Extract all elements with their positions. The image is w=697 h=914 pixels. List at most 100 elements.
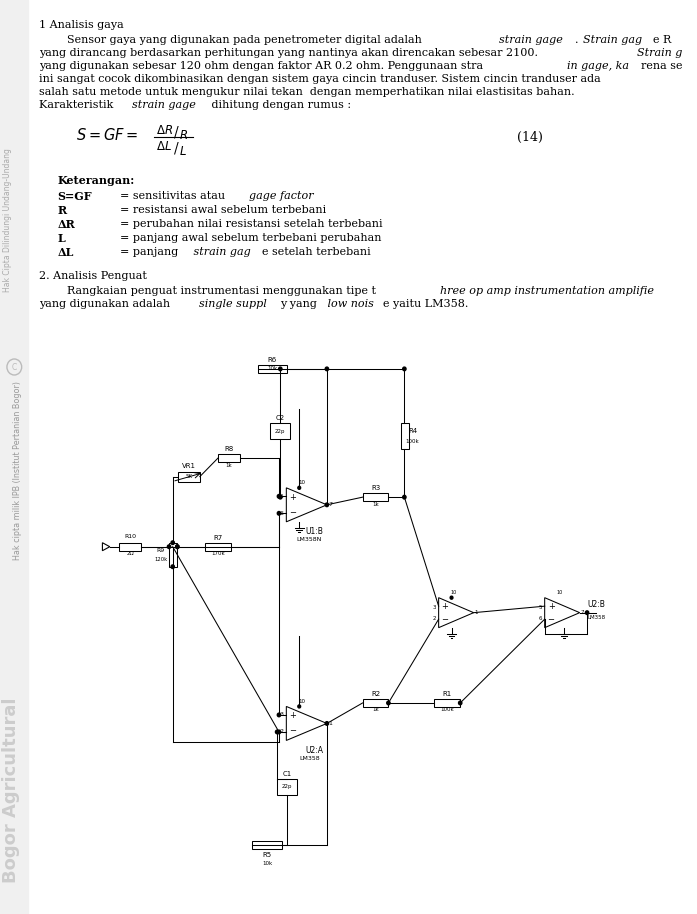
Text: +: + xyxy=(289,493,296,502)
Circle shape xyxy=(167,545,171,548)
Text: strain gage: strain gage xyxy=(132,100,196,110)
Text: 6: 6 xyxy=(538,616,542,621)
Text: U1:B: U1:B xyxy=(305,527,323,537)
Bar xyxy=(178,472,200,482)
Text: 10k: 10k xyxy=(262,861,272,866)
Text: $\Delta R$: $\Delta R$ xyxy=(156,124,174,137)
Text: $L$: $L$ xyxy=(179,145,187,158)
Text: e setelah terbebani: e setelah terbebani xyxy=(262,247,371,257)
Text: Sensor gaya yang digunakan pada penetrometer digital adalah: Sensor gaya yang digunakan pada penetrom… xyxy=(39,35,426,45)
Bar xyxy=(218,454,240,462)
Circle shape xyxy=(450,596,453,600)
Text: .: . xyxy=(574,35,581,45)
Polygon shape xyxy=(286,707,327,740)
Circle shape xyxy=(277,713,281,717)
Circle shape xyxy=(585,611,589,614)
Text: 10k: 10k xyxy=(267,367,277,371)
Text: yang dirancang berdasarkan perhitungan yang nantinya akan direncakan sebesar 210: yang dirancang berdasarkan perhitungan y… xyxy=(39,48,542,58)
Text: 5: 5 xyxy=(538,605,542,610)
Text: −: − xyxy=(289,727,296,736)
Text: 2. Analisis Penguat: 2. Analisis Penguat xyxy=(39,271,147,281)
Text: 10: 10 xyxy=(298,481,305,485)
Text: C2: C2 xyxy=(276,415,285,421)
Polygon shape xyxy=(438,598,474,628)
Text: = panjang: = panjang xyxy=(121,247,178,257)
Text: $R$: $R$ xyxy=(179,129,188,142)
Text: /: / xyxy=(174,126,178,140)
Text: 6: 6 xyxy=(279,511,284,515)
Text: R3: R3 xyxy=(371,485,380,491)
Text: R10: R10 xyxy=(124,534,136,539)
Text: Strain gag: Strain gag xyxy=(583,35,642,45)
Text: R2: R2 xyxy=(371,691,380,697)
Text: Hak Cipta Dilindungi Undang-Undang: Hak Cipta Dilindungi Undang-Undang xyxy=(3,148,13,292)
Polygon shape xyxy=(102,543,110,551)
Text: 10: 10 xyxy=(556,590,562,595)
Text: R5: R5 xyxy=(262,852,272,858)
Text: ΔR: ΔR xyxy=(58,219,75,230)
Circle shape xyxy=(275,730,279,734)
Circle shape xyxy=(403,367,406,371)
Text: salah satu metode untuk mengukur nilai tekan  dengan memperhatikan nilai elastis: salah satu metode untuk mengukur nilai t… xyxy=(39,87,575,97)
Text: R: R xyxy=(58,205,67,216)
Text: 1: 1 xyxy=(475,611,478,615)
Text: 5: 5 xyxy=(279,494,284,499)
Text: 120k: 120k xyxy=(154,558,167,562)
Text: LM358: LM358 xyxy=(587,615,606,621)
Text: ΔL: ΔL xyxy=(58,247,74,258)
Text: −: − xyxy=(442,615,449,623)
Text: (14): (14) xyxy=(516,131,542,143)
Text: ini sangat cocok dikombinasikan dengan sistem gaya cincin tranduser. Sistem cinc: ini sangat cocok dikombinasikan dengan s… xyxy=(39,74,601,84)
Text: 100k: 100k xyxy=(406,439,420,443)
Text: Rangkaian penguat instrumentasi menggunakan tipe t: Rangkaian penguat instrumentasi mengguna… xyxy=(39,286,376,296)
Text: 22p: 22p xyxy=(275,429,286,434)
Text: rena se: rena se xyxy=(641,61,682,71)
Text: $S = GF =$: $S = GF =$ xyxy=(76,127,139,143)
Text: 2: 2 xyxy=(279,729,284,735)
Text: = resistansi awal sebelum terbebani: = resistansi awal sebelum terbebani xyxy=(121,205,326,215)
Text: C1: C1 xyxy=(282,771,291,777)
Text: strain gag: strain gag xyxy=(190,247,250,257)
Text: R7: R7 xyxy=(213,535,222,541)
Bar xyxy=(169,543,177,567)
Bar xyxy=(270,423,291,440)
Text: L: L xyxy=(58,233,66,244)
Circle shape xyxy=(387,701,390,705)
Text: $\Delta L$: $\Delta L$ xyxy=(156,140,172,153)
Text: −: − xyxy=(548,615,555,623)
Text: 7: 7 xyxy=(581,611,584,615)
Text: −: − xyxy=(289,508,296,516)
Text: +: + xyxy=(548,601,555,611)
Circle shape xyxy=(279,367,282,371)
Text: LM358: LM358 xyxy=(299,756,320,761)
Text: y yang: y yang xyxy=(280,299,316,309)
Text: Strain g: Strain g xyxy=(637,48,682,58)
Bar xyxy=(434,699,460,707)
Text: in gage, ka: in gage, ka xyxy=(567,61,629,71)
Text: 3: 3 xyxy=(279,712,284,717)
Text: 10: 10 xyxy=(298,699,305,704)
Circle shape xyxy=(277,730,281,734)
Text: 22p: 22p xyxy=(282,784,292,790)
Text: U2:A: U2:A xyxy=(305,746,323,755)
Circle shape xyxy=(459,701,462,705)
Text: 5K: 5K xyxy=(185,474,192,479)
Text: low nois: low nois xyxy=(323,299,374,309)
Text: 100k: 100k xyxy=(441,707,454,712)
Text: 1 Analisis gaya: 1 Analisis gaya xyxy=(39,20,124,30)
Bar xyxy=(205,543,231,551)
Text: 2Ω: 2Ω xyxy=(126,551,134,557)
Text: 1k: 1k xyxy=(226,462,232,468)
Circle shape xyxy=(171,565,174,569)
Bar xyxy=(258,365,287,373)
Circle shape xyxy=(277,494,281,498)
Polygon shape xyxy=(286,488,327,522)
Text: e yaitu LM358.: e yaitu LM358. xyxy=(383,299,468,309)
Text: 1k: 1k xyxy=(372,707,379,712)
Text: yang digunakan sebesar 120 ohm dengan faktor AR 0.2 ohm. Penggunaan stra: yang digunakan sebesar 120 ohm dengan fa… xyxy=(39,61,483,71)
Text: single suppl: single suppl xyxy=(199,299,267,309)
Text: yang digunakan adalah: yang digunakan adalah xyxy=(39,299,174,309)
Text: Bogor Agricultural: Bogor Agricultural xyxy=(1,697,20,883)
Circle shape xyxy=(325,722,328,725)
Circle shape xyxy=(176,545,179,548)
